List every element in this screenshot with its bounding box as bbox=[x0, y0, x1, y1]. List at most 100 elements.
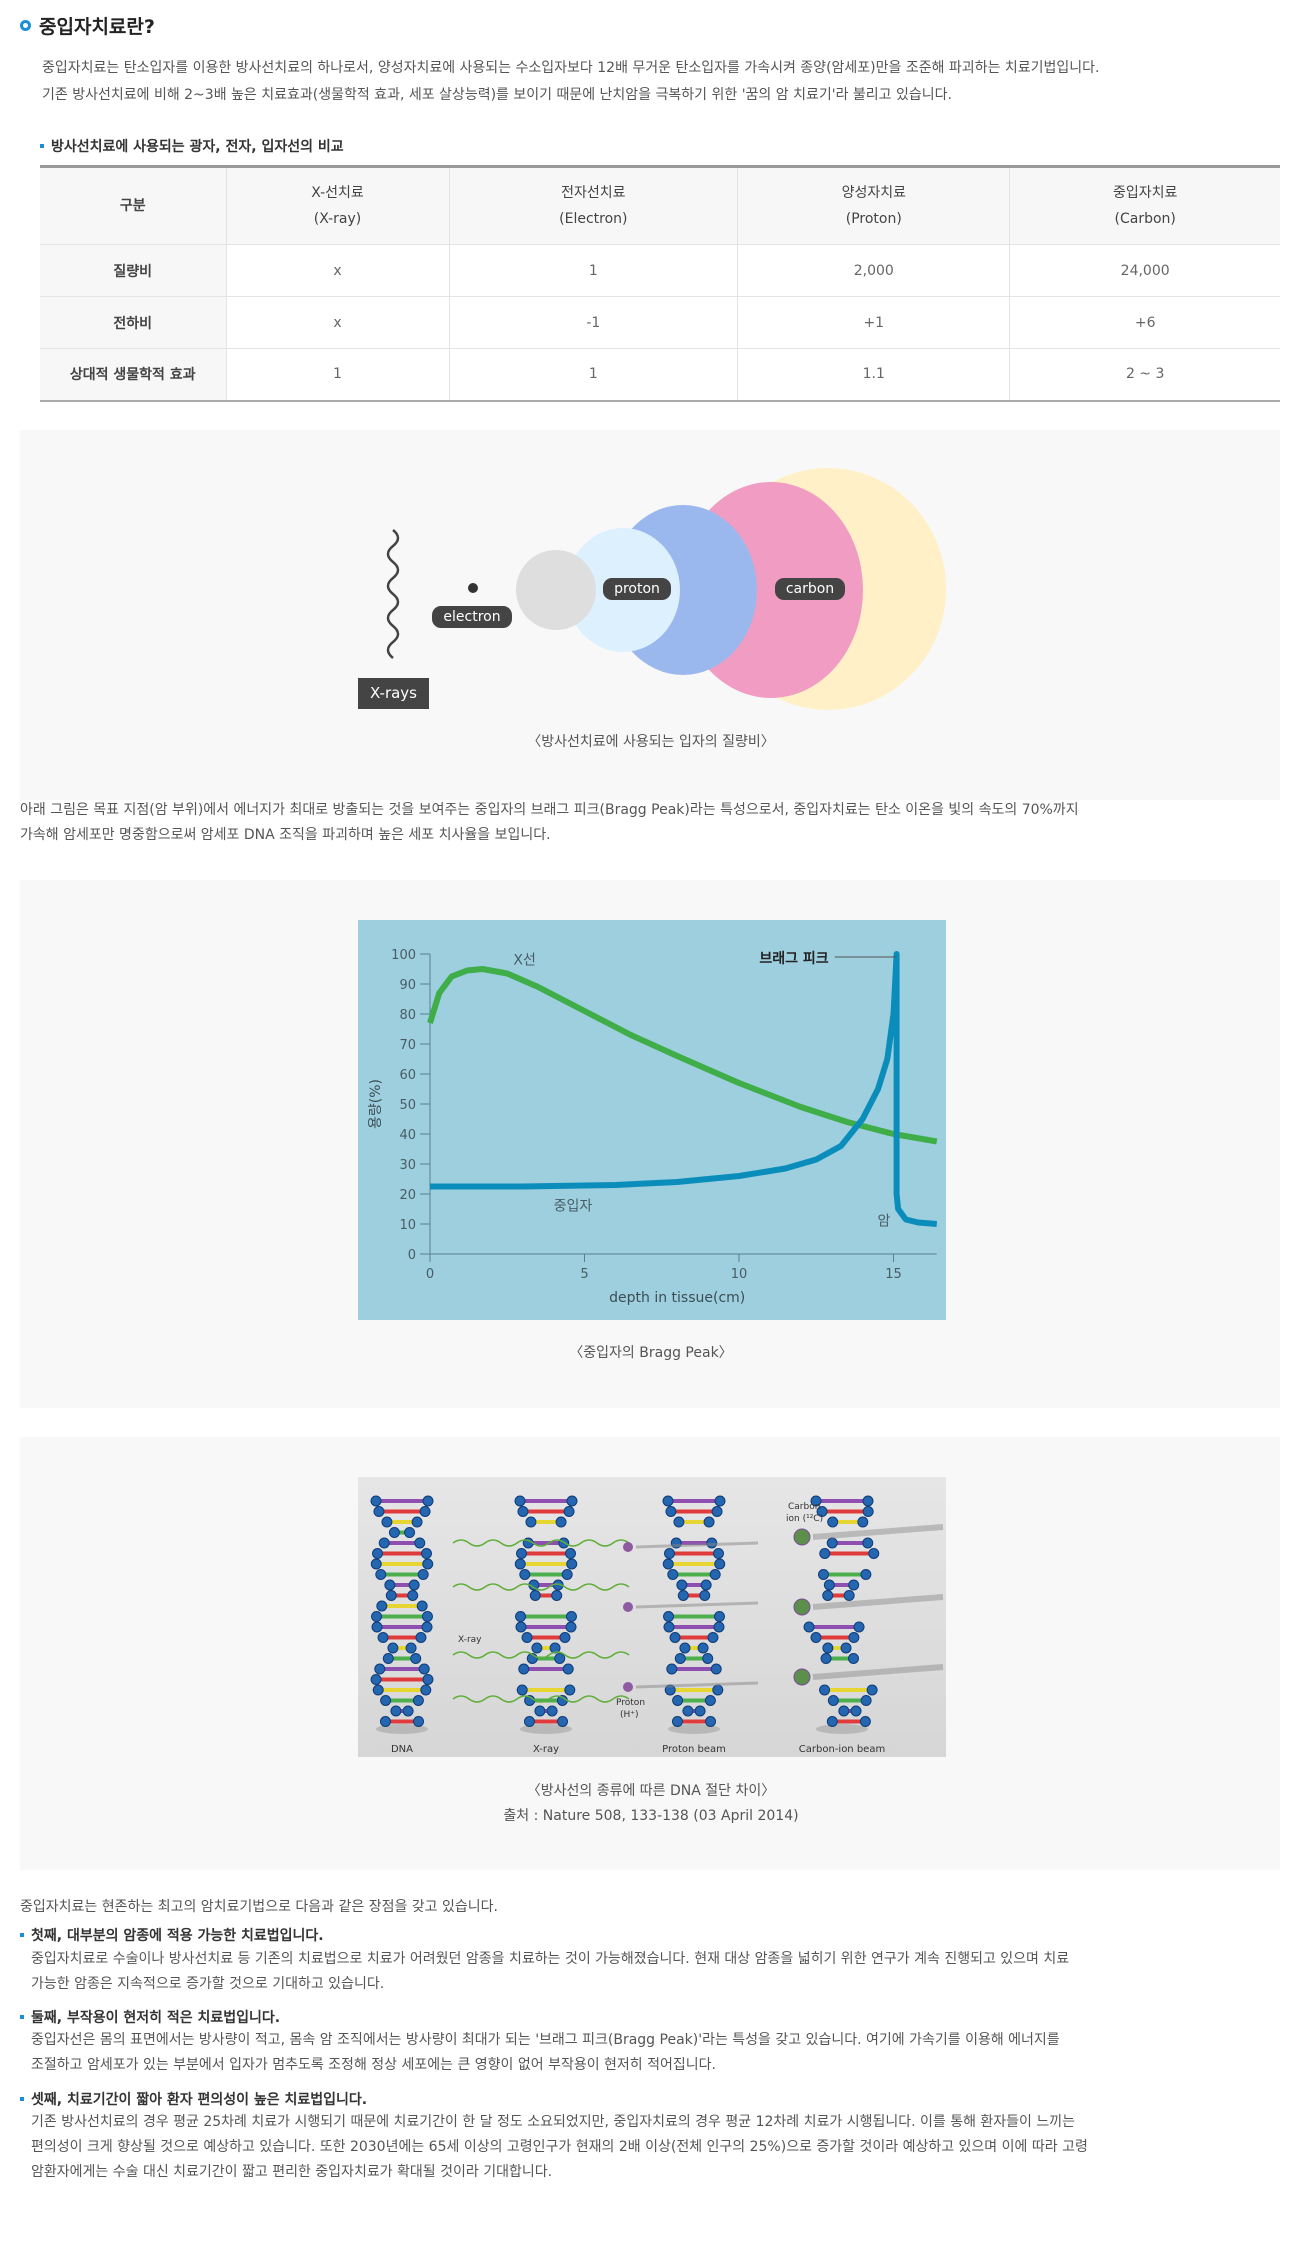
backbone-bead bbox=[826, 1537, 838, 1549]
dna-damage-illustration: DNA X-ray Proton beam Carbon-ion beam X-ray P… bbox=[358, 1477, 946, 1757]
backbone-bead bbox=[514, 1495, 526, 1507]
backbone-bead bbox=[707, 1632, 719, 1643]
header-cell: 중입자치료 (Carbon) bbox=[1009, 166, 1280, 245]
backbone-bead bbox=[417, 1569, 429, 1580]
backbone-bead bbox=[857, 1516, 869, 1528]
backbone-bead bbox=[384, 1579, 396, 1591]
y-tick-label: 90 bbox=[399, 978, 416, 993]
xrays-label: X-rays bbox=[358, 678, 429, 709]
backbone-bead bbox=[820, 1653, 832, 1664]
backbone-bead bbox=[555, 1516, 567, 1528]
backbone-bead bbox=[415, 1632, 427, 1643]
backbone-bead bbox=[420, 1684, 432, 1696]
circle-bullet-icon bbox=[20, 20, 31, 31]
backbone-bead bbox=[516, 1684, 528, 1696]
backbone-bead bbox=[711, 1506, 723, 1517]
backbone-bead bbox=[414, 1537, 426, 1549]
backbone-bead bbox=[375, 1569, 387, 1580]
row-label: 상대적 생물학적 효과 bbox=[40, 348, 227, 401]
table-row: 전하비 x -1 +1 +6 bbox=[40, 296, 1280, 349]
y-tick-label: 100 bbox=[391, 948, 416, 963]
backbone-bead bbox=[557, 1716, 569, 1727]
backbone-bead bbox=[667, 1569, 679, 1580]
helix-shadow bbox=[816, 1724, 868, 1734]
row-label: 전하비 bbox=[40, 296, 227, 349]
backbone-bead bbox=[702, 1653, 714, 1664]
backbone-bead bbox=[709, 1569, 721, 1580]
backbone-bead bbox=[422, 1495, 434, 1507]
backbone-bead bbox=[370, 1674, 382, 1685]
carbon-callout: Carbon bbox=[788, 1502, 820, 1512]
advantages-intro: 중입자치료는 현존하는 최고의 암치료기법으로 다음과 같은 장점을 갖고 있습… bbox=[20, 1899, 498, 1915]
y-tick-label: 60 bbox=[399, 1068, 416, 1083]
cell: +6 bbox=[1009, 296, 1280, 349]
comparison-table: 구분 X-선치료 (X-ray) 전자선치료 (Electron) 양성자치료 (Pr… bbox=[40, 165, 1280, 402]
proton-callout: (H⁺) bbox=[620, 1710, 639, 1720]
backbone-bead bbox=[370, 1495, 382, 1507]
backbone-bead bbox=[371, 1611, 383, 1622]
cell: 1 bbox=[449, 244, 739, 297]
header-cell: X-선치료 (X-ray) bbox=[226, 166, 450, 245]
backbone-bead bbox=[563, 1506, 575, 1517]
backbone-bead bbox=[388, 1527, 400, 1538]
backbone-bead bbox=[566, 1558, 578, 1570]
backbone-bead bbox=[371, 1621, 383, 1633]
page-title: 중입자치료란? bbox=[20, 12, 155, 39]
advantage-title: 첫째, 대부분의 암종에 적용 가능한 치료법입니다. bbox=[20, 1925, 324, 1945]
backbone-bead bbox=[847, 1653, 859, 1664]
backbone-bead bbox=[564, 1684, 576, 1696]
x-tick-label: 0 bbox=[426, 1267, 434, 1282]
backbone-bead bbox=[381, 1516, 393, 1528]
backbone-bead bbox=[405, 1642, 417, 1654]
series-line-carbon bbox=[430, 951, 938, 1227]
backbone-bead bbox=[822, 1642, 834, 1654]
xray-wave bbox=[452, 1583, 630, 1591]
row-label: 질량비 bbox=[40, 244, 227, 297]
backbone-bead bbox=[843, 1590, 855, 1601]
dna-panel-label: Proton beam bbox=[662, 1744, 726, 1755]
backbone-bead bbox=[699, 1590, 711, 1601]
backbone-bead bbox=[529, 1590, 541, 1601]
backbone-bead bbox=[819, 1684, 831, 1696]
backbone-bead bbox=[420, 1548, 432, 1559]
cell: 1.1 bbox=[737, 348, 1011, 401]
backbone-bead bbox=[676, 1579, 688, 1591]
cell: x bbox=[226, 244, 450, 297]
backbone-bead bbox=[810, 1632, 822, 1643]
backbone-bead bbox=[862, 1495, 874, 1507]
helix-shadow bbox=[520, 1724, 572, 1734]
cell: 1 bbox=[226, 348, 450, 401]
proton-particle bbox=[623, 1602, 633, 1612]
backbone-bead bbox=[663, 1621, 675, 1633]
cell: 24,000 bbox=[1009, 244, 1280, 297]
x-tick-label: 15 bbox=[885, 1267, 902, 1282]
backbone-bead bbox=[422, 1674, 434, 1685]
backbone-bead bbox=[418, 1663, 430, 1675]
backbone-bead bbox=[374, 1663, 386, 1675]
backbone-bead bbox=[380, 1695, 392, 1706]
backbone-bead bbox=[677, 1590, 689, 1601]
helix-shadow bbox=[376, 1724, 428, 1734]
bragg-text-line: 가속해 암세포만 명중함으로써 암세포 DNA 조직을 파괴하며 높은 세포 치… bbox=[20, 827, 551, 843]
backbone-bead bbox=[416, 1600, 428, 1612]
table-header-row: 구분 X-선치료 (X-ray) 전자선치료 (Electron) 양성자치료 (Pr… bbox=[40, 166, 1280, 245]
bragg-peak-label: 브래그 피크 bbox=[759, 951, 828, 967]
table-title: 방사선치료에 사용되는 광자, 전자, 입자선의 비교 bbox=[40, 136, 344, 156]
x-axis-label: depth in tissue(cm) bbox=[609, 1290, 745, 1306]
square-bullet-icon bbox=[20, 1933, 24, 1937]
advantage-text: 가능한 암종은 지속적으로 증가할 것으로 기대하고 있습니다. bbox=[31, 1976, 385, 1992]
y-tick-label: 70 bbox=[399, 1038, 416, 1053]
dna-panel-label: X-ray bbox=[533, 1744, 559, 1755]
intro-line: 중입자치료는 탄소입자를 이용한 방사선치료의 하나로서, 양성자치료에 사용되… bbox=[42, 60, 1100, 76]
backbone-bead bbox=[518, 1663, 530, 1675]
square-bullet-icon bbox=[20, 2015, 24, 2019]
backbone-bead bbox=[378, 1537, 390, 1549]
y-tick-label: 30 bbox=[399, 1158, 416, 1173]
backbone-bead bbox=[819, 1548, 831, 1559]
y-tick-label: 50 bbox=[399, 1098, 416, 1113]
backbone-bead bbox=[515, 1611, 527, 1622]
dna-panel-label: Carbon-ion beam bbox=[799, 1744, 885, 1755]
backbone-bead bbox=[404, 1527, 416, 1538]
backbone-bead bbox=[413, 1716, 425, 1727]
backbone-bead bbox=[515, 1621, 527, 1633]
